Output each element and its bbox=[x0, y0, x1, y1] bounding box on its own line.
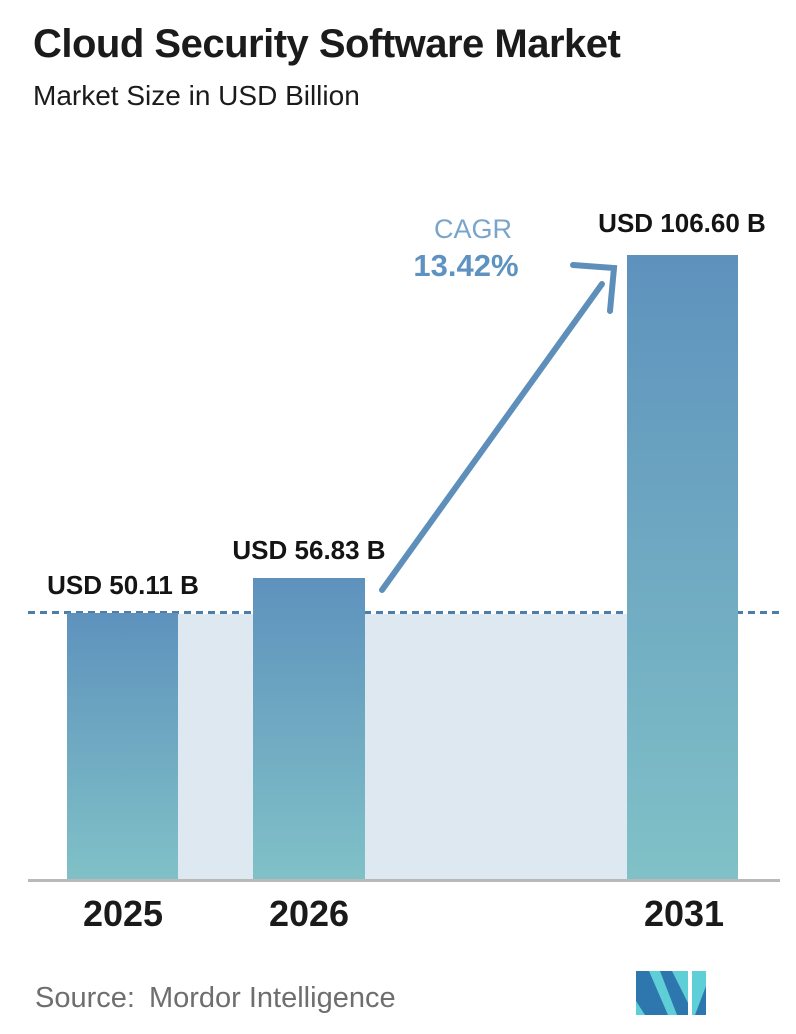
x-axis-line bbox=[28, 879, 780, 882]
cagr-annotation: CAGR 13.42% bbox=[400, 212, 532, 286]
bar-2025 bbox=[67, 613, 178, 879]
x-tick-2026: 2026 bbox=[268, 893, 350, 934]
source-value: Mordor Intelligence bbox=[148, 982, 396, 1014]
shaded-baseline-region bbox=[67, 614, 738, 879]
x-tick-2025: 2025 bbox=[82, 893, 164, 934]
bar-2031 bbox=[627, 255, 738, 879]
cagr-label: CAGR bbox=[433, 214, 512, 244]
mordor-intelligence-logo-icon bbox=[636, 971, 706, 1015]
source-attribution: Source: Mordor Intelligence bbox=[35, 982, 396, 1015]
value-label-2025: USD 50.11 B bbox=[47, 570, 199, 600]
cagr-value: 13.42% bbox=[413, 248, 519, 283]
x-tick-2031: 2031 bbox=[643, 893, 725, 934]
chart-subtitle: Market Size in USD Billion bbox=[33, 80, 360, 111]
value-label-2026: USD 56.83 B bbox=[232, 535, 386, 565]
bar-2026 bbox=[253, 578, 365, 879]
source-label: Source: bbox=[35, 982, 135, 1014]
page-title: Cloud Security Software Market bbox=[33, 22, 621, 66]
value-label-2031: USD 106.60 B bbox=[598, 208, 766, 238]
dashed-reference-line bbox=[28, 611, 781, 614]
